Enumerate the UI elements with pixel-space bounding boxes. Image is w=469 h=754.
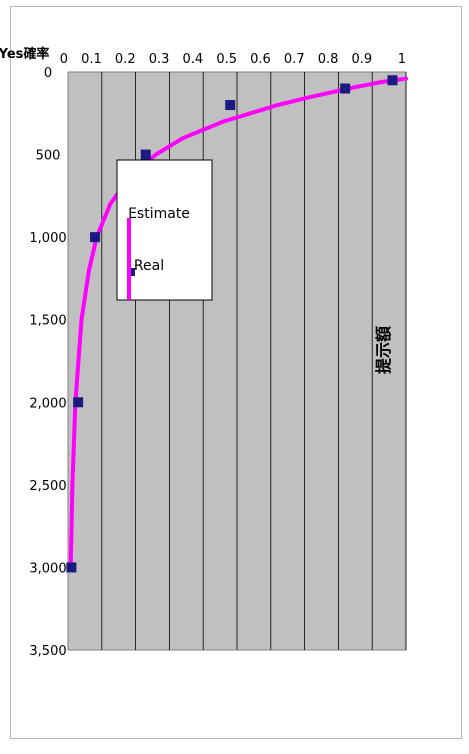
x-tick-label: 3,000 [29,561,66,576]
y-tick-label: 0.4 [183,52,204,67]
y-tick-label: 0.8 [318,52,339,67]
x-axis-label: 提示額 [374,326,393,374]
x-axis-ticks: 0 500 1,000 1,500 2,000 2,500 3,000 3,500 [29,66,66,659]
x-tick-label: 3,500 [29,644,66,659]
y-tick-label: 0.1 [81,52,102,67]
legend-estimate-label: Estimate [128,206,190,222]
real-data-point [387,75,398,86]
real-series-points [66,75,398,573]
y-tick-label: 0.5 [216,52,237,67]
x-tick-label: 500 [36,149,61,164]
x-tick-label: 1,500 [29,314,66,329]
y-axis-ticks: 0 0.1 0.2 0.3 0.4 0.5 0.6 0.7 0.8 0.9 1 [60,52,406,67]
real-data-point [90,232,101,243]
y-tick-label: 0.9 [352,52,373,67]
x-tick-label: 2,500 [29,479,66,494]
y-axis-label: Yes確率 [0,46,49,62]
y-tick-label: 0 [60,52,68,67]
real-data-point [73,397,84,408]
y-tick-label: 0.2 [115,52,136,67]
legend-real-label: Real [134,258,164,274]
grid [101,72,407,650]
y-tick-label: 0.6 [250,52,271,67]
real-data-point [225,100,236,111]
x-tick-label: 0 [44,66,52,81]
y-tick-label: 0.3 [149,52,170,67]
real-data-point [340,83,351,94]
real-data-point [140,149,151,160]
y-tick-label: 0.7 [284,52,305,67]
legend: Real Estimate [116,159,213,301]
real-data-point [66,562,77,573]
x-tick-label: 2,000 [29,396,66,411]
y-tick-label: 1 [398,52,406,67]
x-tick-label: 1,000 [29,231,66,246]
legend-box [116,159,213,301]
